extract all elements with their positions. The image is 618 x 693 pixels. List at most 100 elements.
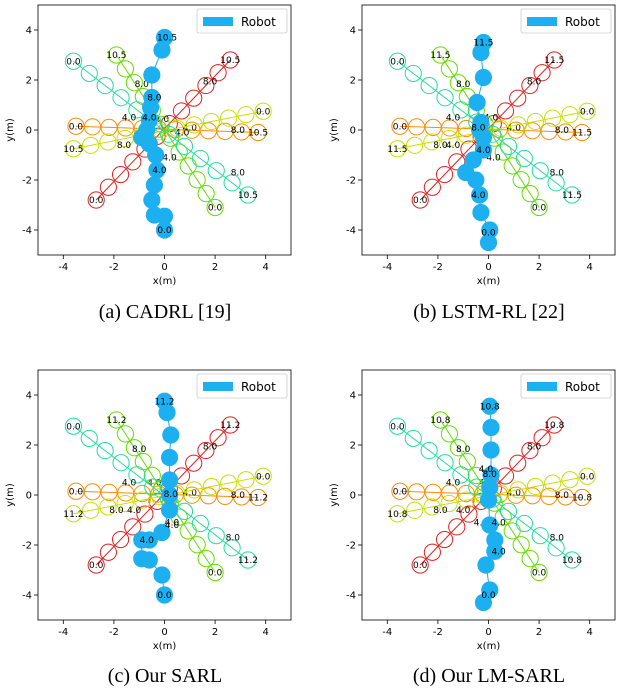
robot-position-marker (162, 426, 180, 444)
legend: Robot (520, 373, 612, 399)
human-position-marker (452, 466, 470, 484)
time-label: 4.0 (446, 141, 461, 151)
human-position-marker (136, 505, 154, 523)
human-position-marker (423, 178, 441, 196)
robot-trajectory: 0.04.04.04.08.010.8 (474, 397, 506, 612)
y-axis-label: y(m) (5, 483, 16, 507)
human-position-marker (436, 454, 454, 472)
human-position-marker (406, 501, 424, 519)
human-position-marker (531, 527, 549, 545)
time-label: 0.0 (66, 57, 81, 67)
human-position-marker (531, 162, 549, 180)
x-tick-label: 2 (212, 262, 218, 273)
robot-time-label: 0.0 (481, 591, 496, 601)
human-position-marker (388, 505, 407, 523)
human-position-marker (64, 140, 83, 158)
human-position-marker (112, 89, 130, 107)
human-position-marker (191, 514, 209, 533)
human-position-marker (411, 191, 429, 209)
robot-time-label: 4.0 (471, 191, 486, 201)
human-trajectory-5: 0.04.08.010.8 (388, 417, 582, 569)
human-position-marker (133, 491, 152, 509)
human-position-marker (249, 123, 267, 142)
human-position-marker (499, 502, 518, 520)
time-label: 8.0 (135, 80, 150, 90)
human-path-line (73, 60, 249, 196)
time-label: 11.5 (544, 56, 564, 66)
human-position-marker (512, 171, 530, 189)
human-position-marker (521, 441, 539, 460)
human-position-marker (237, 106, 255, 124)
human-position-marker (172, 102, 191, 120)
time-label: 4.0 (486, 154, 501, 164)
human-position-marker (220, 474, 238, 492)
human-position-marker (99, 133, 117, 151)
human-position-marker (530, 563, 548, 582)
y-tick-label: 0 (350, 491, 356, 502)
time-label: 8.0 (555, 491, 570, 501)
x-tick-label: 0 (161, 262, 167, 273)
robot-time-label: 0.0 (157, 226, 172, 236)
human-position-marker (206, 563, 224, 582)
human-position-marker (99, 178, 117, 196)
robot-position-marker (143, 88, 161, 107)
human-position-marker (423, 498, 441, 516)
human-position-marker (449, 439, 467, 457)
human-position-marker (175, 137, 194, 155)
robot-time-label: 8.0 (147, 94, 162, 104)
x-axis-label: x(m) (477, 276, 501, 287)
time-label: 8.0 (231, 169, 246, 179)
human-position-marker (124, 518, 142, 536)
human-position-marker (388, 417, 407, 435)
robot-position-marker (482, 466, 500, 484)
time-label: 4.0 (446, 479, 461, 489)
time-label: 0.0 (208, 204, 223, 214)
human-position-marker (509, 454, 527, 472)
x-tick-label: -2 (109, 262, 119, 273)
y-tick-label: 2 (26, 441, 32, 452)
human-position-marker (440, 60, 458, 78)
human-position-marker (96, 76, 114, 95)
legend-label: Robot (241, 15, 276, 29)
human-position-marker (249, 488, 267, 507)
robot-position-marker (155, 392, 174, 410)
robot-position-marker (474, 68, 493, 87)
human-position-marker (533, 64, 551, 82)
time-label: 8.0 (456, 445, 471, 455)
robot-position-marker (472, 113, 490, 132)
time-label: 4.0 (183, 489, 198, 499)
human-position-marker (563, 551, 581, 569)
robot-time-label: 4.0 (479, 465, 494, 475)
robot-position-marker (133, 550, 151, 568)
legend-label: Robot (565, 15, 600, 29)
human-position-marker (530, 198, 548, 217)
y-tick-label: 4 (350, 26, 356, 37)
time-label: 8.0 (555, 126, 570, 136)
human-position-marker (423, 543, 441, 561)
robot-time-label: 0.0 (481, 229, 496, 239)
y-tick-label: 2 (26, 76, 32, 87)
human-position-marker (452, 101, 470, 119)
robot-time-label: 4.0 (152, 166, 167, 176)
human-position-marker (411, 556, 429, 574)
human-position-marker (188, 171, 206, 189)
robot-time-label: 4.0 (491, 519, 506, 529)
time-label: 0.0 (413, 196, 428, 206)
human-position-marker (111, 165, 130, 184)
legend: Robot (196, 373, 288, 399)
human-position-marker (515, 149, 533, 168)
human-position-marker (143, 466, 161, 485)
human-position-marker (197, 441, 215, 460)
x-axis-label: x(m) (153, 276, 177, 287)
human-position-marker (107, 411, 126, 429)
human-position-marker (144, 478, 162, 496)
human-position-marker (545, 416, 563, 434)
robot-time-label: 4.0 (142, 114, 157, 124)
time-label: 0.0 (89, 196, 104, 206)
y-tick-label: 0 (26, 491, 32, 502)
time-label: 4.0 (165, 519, 180, 529)
time-label: 0.0 (66, 422, 81, 432)
human-position-marker (440, 425, 458, 443)
